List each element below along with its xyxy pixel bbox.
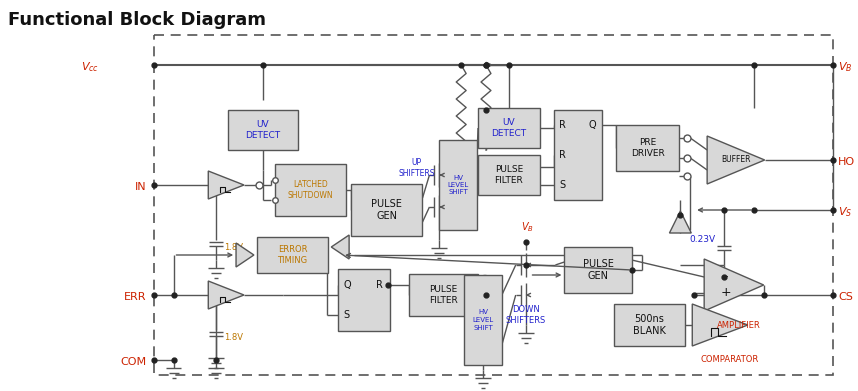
Polygon shape <box>669 211 692 233</box>
Text: COMPARATOR: COMPARATOR <box>701 355 759 364</box>
Bar <box>257 237 329 273</box>
Bar <box>565 247 631 293</box>
Polygon shape <box>692 304 748 346</box>
Polygon shape <box>331 235 349 259</box>
Text: ERR: ERR <box>124 292 147 302</box>
Text: CS: CS <box>838 292 853 302</box>
Text: +: + <box>721 287 731 300</box>
Bar <box>478 155 540 195</box>
Text: 1.8V: 1.8V <box>224 244 243 253</box>
Text: HV
LEVEL
SHIFT: HV LEVEL SHIFT <box>448 174 468 196</box>
Text: Functional Block Diagram: Functional Block Diagram <box>8 11 266 29</box>
Polygon shape <box>707 136 764 184</box>
Text: S: S <box>343 310 349 320</box>
Bar <box>554 110 602 200</box>
Bar <box>439 140 477 230</box>
Text: $V_{B}$: $V_{B}$ <box>521 220 534 234</box>
Text: $V_{B}$: $V_{B}$ <box>838 60 853 74</box>
Text: Q: Q <box>343 280 351 290</box>
Text: LATCHED
SHUTDOWN: LATCHED SHUTDOWN <box>287 180 333 200</box>
Bar <box>154 35 833 375</box>
Bar <box>228 110 298 150</box>
Text: -: - <box>724 271 728 283</box>
Bar <box>478 108 540 148</box>
Bar <box>275 164 346 216</box>
Text: AMPLIFIER: AMPLIFIER <box>717 321 761 330</box>
Text: HO: HO <box>838 157 855 167</box>
Text: BUFFER: BUFFER <box>722 156 751 165</box>
Text: R: R <box>376 280 383 290</box>
Text: PRE
DRIVER: PRE DRIVER <box>631 138 664 158</box>
Text: IN: IN <box>136 182 147 192</box>
Text: I: I <box>683 136 686 145</box>
Polygon shape <box>208 281 244 309</box>
Polygon shape <box>236 243 254 267</box>
Text: $V_{cc}$: $V_{cc}$ <box>82 60 100 74</box>
Text: UV
DETECT: UV DETECT <box>492 118 526 138</box>
Bar <box>464 275 502 365</box>
Text: PULSE
GEN: PULSE GEN <box>583 259 613 281</box>
Text: PULSE
GEN: PULSE GEN <box>372 199 402 221</box>
Bar <box>351 184 422 236</box>
Text: PULSE
FILTER: PULSE FILTER <box>429 285 457 305</box>
Text: COM: COM <box>121 357 147 367</box>
Bar <box>614 304 686 346</box>
Polygon shape <box>704 259 764 311</box>
Text: 500ns
BLANK: 500ns BLANK <box>633 314 666 336</box>
Text: Q: Q <box>588 120 595 130</box>
Text: R: R <box>559 150 566 160</box>
Text: ERROR
TIMING: ERROR TIMING <box>277 245 308 265</box>
Text: $V_{S}$: $V_{S}$ <box>838 205 852 219</box>
Polygon shape <box>208 171 244 199</box>
Bar <box>338 269 390 331</box>
Text: 1.8V: 1.8V <box>224 334 243 343</box>
Bar <box>408 274 478 316</box>
Text: PULSE
FILTER: PULSE FILTER <box>494 165 523 185</box>
Bar <box>616 125 680 171</box>
Text: UV
DETECT: UV DETECT <box>245 120 281 140</box>
Text: HV
LEVEL
SHIFT: HV LEVEL SHIFT <box>473 310 493 330</box>
Text: DOWN
SHIFTERS: DOWN SHIFTERS <box>505 305 546 325</box>
Text: S: S <box>559 180 565 190</box>
Text: UP
SHIFTERS: UP SHIFTERS <box>398 158 435 178</box>
Text: R: R <box>559 120 566 130</box>
Text: 0.23V: 0.23V <box>689 235 716 244</box>
